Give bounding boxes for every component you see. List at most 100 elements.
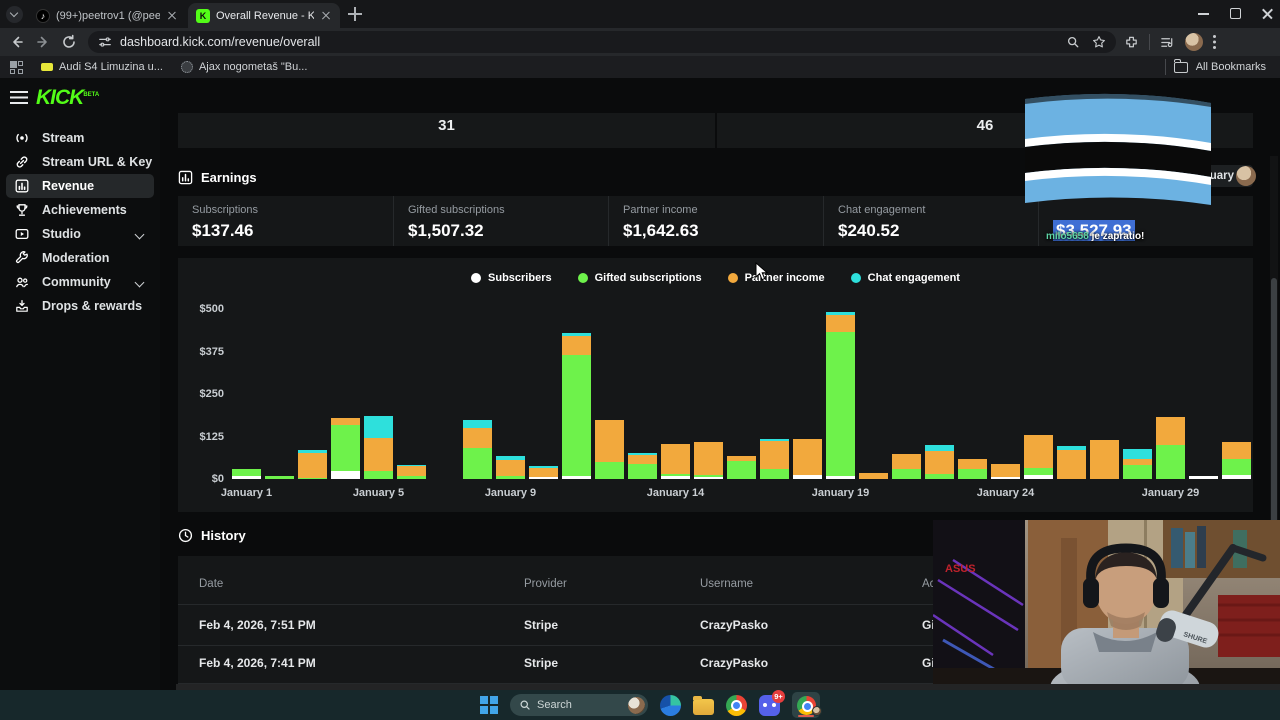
chart-bar-jan-10[interactable] [529, 466, 558, 479]
chart-bar-jan-1[interactable] [232, 469, 261, 479]
sidebar-item-stream-url-key[interactable]: Stream URL & Key [6, 150, 154, 174]
bookmark-item[interactable]: Audi S4 Limuzina u... [41, 61, 163, 73]
address-bar[interactable]: dashboard.kick.com/revenue/overall [88, 31, 1116, 53]
sidebar-item-drops-rewards[interactable]: Drops & rewards [6, 294, 154, 318]
chart-bar-jan-20[interactable] [859, 472, 888, 479]
bar-segment-subscribers [562, 475, 591, 479]
chart-bar-jan-4[interactable] [331, 417, 360, 479]
history-cell: Stripe [524, 618, 559, 632]
chart-bar-jan-24[interactable] [991, 463, 1020, 479]
chart-bar-jan-23[interactable] [958, 458, 987, 479]
chart-bar-jan-17[interactable] [760, 439, 789, 479]
chart-bar-jan-18[interactable] [793, 439, 822, 479]
legend-item-chat-engagement[interactable]: Chat engagement [850, 272, 960, 284]
chart-bar-jan-8[interactable] [463, 419, 492, 479]
edge-icon[interactable] [660, 694, 681, 716]
chart-bar-jan-12[interactable] [595, 419, 624, 479]
media-panel-icon[interactable] [1160, 35, 1175, 50]
hamburger-menu-icon[interactable] [10, 91, 28, 105]
stat-value: 46 [976, 117, 994, 134]
chart-bar-jan-5[interactable] [364, 415, 393, 479]
tab-close-icon[interactable] [166, 10, 178, 22]
window-close-button[interactable] [1252, 0, 1280, 26]
sidebar-item-moderation[interactable]: Moderation [6, 246, 154, 270]
reload-button[interactable] [60, 33, 78, 51]
chart-bar-jan-6[interactable] [397, 465, 426, 479]
legend-label: Gifted subscriptions [594, 272, 702, 284]
earnings-section-header: Earnings [178, 170, 257, 185]
chart-bar-jan-29[interactable] [1156, 416, 1185, 479]
browser-menu-icon[interactable] [1213, 34, 1217, 50]
chart-slot-jan-7 [428, 309, 461, 479]
browser-profile-avatar[interactable] [1185, 33, 1203, 51]
chart-bar-jan-27[interactable] [1090, 440, 1119, 479]
sidebar-item-stream[interactable]: Stream [6, 126, 154, 150]
apps-grid-icon[interactable] [10, 60, 23, 74]
back-button[interactable] [8, 33, 26, 51]
chart-bar-jan-11[interactable] [562, 332, 591, 479]
chart-bar-jan-14[interactable] [661, 444, 690, 479]
url-text[interactable]: dashboard.kick.com/revenue/overall [120, 35, 321, 49]
window-maximize-button[interactable] [1220, 0, 1250, 26]
chart-bar-jan-21[interactable] [892, 453, 921, 479]
chart-bar-jan-2[interactable] [265, 475, 294, 479]
discord-icon[interactable]: 9+ [759, 689, 785, 716]
chart-bar-jan-25[interactable] [1024, 435, 1053, 479]
new-tab-button[interactable] [348, 7, 362, 21]
bar-segment-chat-engagement [364, 415, 393, 439]
sidebar-item-achievements[interactable]: Achievements [6, 198, 154, 222]
bookmark-item[interactable]: Ajax nogometaš "Bu... [180, 61, 307, 73]
legend-item-partner-income[interactable]: Partner income [727, 272, 825, 284]
chart-slot-jan-15 [692, 309, 725, 479]
history-table-row[interactable]: Feb 4, 2026, 7:41 PM Stripe CrazyPasko Gif [178, 656, 1253, 670]
search-icon[interactable] [1066, 35, 1080, 49]
chrome-active-app[interactable] [792, 692, 822, 718]
all-bookmarks[interactable]: All Bookmarks [1164, 59, 1266, 75]
bar-segment-chat-engagement [562, 332, 591, 337]
chart-bar-jan-16[interactable] [727, 455, 756, 479]
browser-tab-kick-dashboard[interactable]: K Overall Revenue - Kick Dashbo [188, 3, 340, 28]
earnings-value-text: $137.46 [192, 221, 254, 240]
legend-item-subscribers[interactable]: Subscribers [471, 272, 552, 284]
tab-search-button[interactable] [6, 6, 23, 23]
file-explorer-icon[interactable] [693, 696, 714, 715]
bookmark-star-icon[interactable] [1092, 35, 1106, 49]
sidebar-item-studio[interactable]: Studio [6, 222, 154, 246]
browser-tab-tiktok[interactable]: ♪ (99+)peetrov1 (@peetrov1) | Ti [28, 3, 186, 28]
window-minimize-button[interactable] [1188, 0, 1218, 26]
chart-bar-jan-30[interactable] [1189, 476, 1218, 479]
bar-segment-chat-engagement [265, 475, 294, 477]
search-highlight-image[interactable] [628, 696, 645, 714]
earnings-card-label: Partner income [623, 204, 698, 216]
history-table-row[interactable]: Feb 4, 2026, 7:51 PM Stripe CrazyPasko Gif [178, 618, 1253, 632]
site-settings-icon[interactable] [98, 35, 112, 49]
chrome-icon[interactable] [726, 694, 747, 716]
sidebar-item-community[interactable]: Community [6, 270, 154, 294]
legend-item-gifted-subscriptions[interactable]: Gifted subscriptions [577, 272, 702, 284]
forward-button[interactable] [34, 33, 52, 51]
extensions-icon[interactable] [1124, 35, 1139, 50]
start-button[interactable] [480, 696, 498, 714]
sidebar-item-revenue[interactable]: Revenue [6, 174, 154, 198]
taskbar-search[interactable]: Search [510, 694, 648, 716]
chrome-profile-badge [812, 706, 822, 716]
chart-bar-jan-13[interactable] [628, 452, 657, 479]
x-axis-tick-label: January 29 [1141, 487, 1200, 499]
chart-bar-jan-26[interactable] [1057, 446, 1086, 479]
chart-bar-jan-28[interactable] [1123, 449, 1152, 479]
kick-profile-avatar[interactable] [1236, 166, 1256, 186]
chart-bar-jan-22[interactable] [925, 445, 954, 479]
tab-close-icon[interactable] [320, 10, 332, 22]
chart-bar-jan-31[interactable] [1222, 441, 1251, 479]
chart-slot-jan-16 [725, 309, 758, 479]
chart-bar-jan-3[interactable] [298, 450, 327, 479]
chart-slot-jan-27 [1088, 309, 1121, 479]
chart-slot-jan-17 [758, 309, 791, 479]
chart-bar-jan-9[interactable] [496, 455, 525, 479]
scrollbar-thumb[interactable] [1271, 278, 1277, 528]
chart-slot-jan-26 [1055, 309, 1088, 479]
chart-bar-jan-15[interactable] [694, 441, 723, 479]
chart-bar-jan-19[interactable] [826, 312, 855, 479]
tab-title: Overall Revenue - Kick Dashbo [216, 9, 314, 22]
kick-logo[interactable]: KICKBETA [36, 86, 100, 109]
